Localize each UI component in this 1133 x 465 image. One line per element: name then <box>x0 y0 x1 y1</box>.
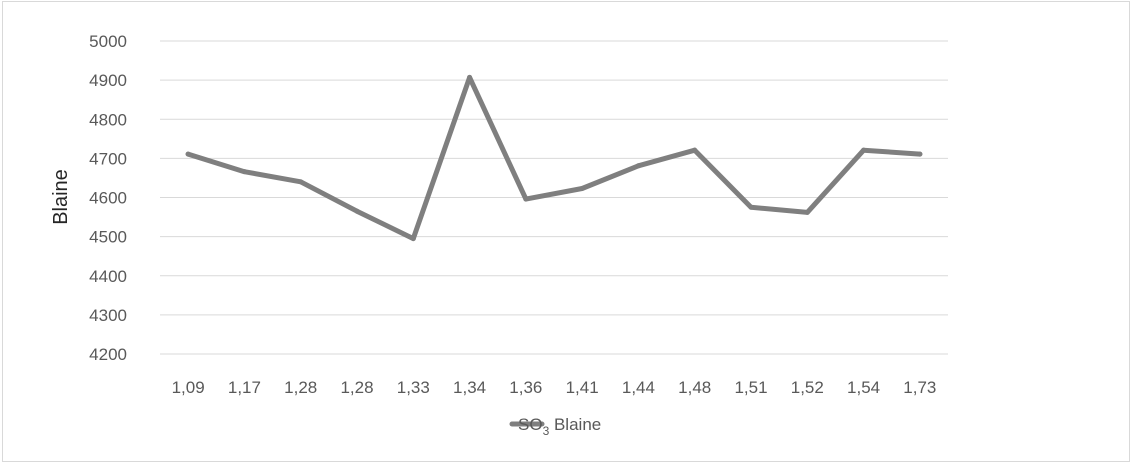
legend-label-suffix: Blaine <box>549 415 601 434</box>
y-tick-label: 4200 <box>89 345 127 364</box>
x-tick-label: 1,54 <box>847 378 880 397</box>
series-line <box>185 74 923 242</box>
y-tick-label: 4500 <box>89 228 127 247</box>
x-axis-ticks: 1,09 1,17 1,28 1,28 1,33 1,34 1,36 1,41 1,44 1,48… <box>172 378 937 397</box>
x-tick-label: 1,33 <box>397 378 430 397</box>
legend-label-prefix: SO <box>518 415 543 434</box>
y-tick-label: 4800 <box>89 110 127 129</box>
legend-label: SO3 Blaine <box>518 415 601 438</box>
x-tick-label: 1,44 <box>622 378 655 397</box>
data-point <box>523 196 529 202</box>
data-point <box>917 151 923 157</box>
legend-label-subscript: 3 <box>543 424 550 438</box>
data-point <box>410 236 416 242</box>
data-point <box>635 163 641 169</box>
y-tick-label: 4900 <box>89 71 127 90</box>
y-tick-label: 4400 <box>89 267 127 286</box>
y-tick-label: 5000 <box>89 32 127 51</box>
data-point <box>861 147 867 153</box>
y-tick-label: 4300 <box>89 306 127 325</box>
data-point <box>298 179 304 185</box>
data-point <box>579 186 585 192</box>
data-point <box>185 151 191 157</box>
data-point <box>804 209 810 215</box>
x-tick-label: 1,09 <box>172 378 205 397</box>
y-tick-label: 4700 <box>89 149 127 168</box>
x-tick-label: 1,48 <box>678 378 711 397</box>
x-tick-label: 1,41 <box>566 378 599 397</box>
data-point <box>354 208 360 214</box>
x-tick-label: 1,34 <box>453 378 486 397</box>
y-axis-label: Blaine <box>50 169 72 225</box>
x-tick-label: 1,36 <box>509 378 542 397</box>
y-tick-label: 4600 <box>89 189 127 208</box>
x-tick-label: 1,17 <box>228 378 261 397</box>
x-tick-label: 1,51 <box>734 378 767 397</box>
data-point <box>692 147 698 153</box>
legend: SO3 Blaine <box>509 415 601 438</box>
data-point <box>241 169 247 175</box>
x-tick-label: 1,28 <box>340 378 373 397</box>
x-tick-label: 1,73 <box>903 378 936 397</box>
data-point <box>467 74 473 80</box>
x-tick-label: 1,28 <box>284 378 317 397</box>
y-axis-ticks: 4200 4300 4400 4500 4600 4700 4800 4900 5000 <box>89 32 127 364</box>
gridlines <box>160 40 948 355</box>
data-point <box>748 204 754 210</box>
series-group <box>185 74 923 242</box>
x-tick-label: 1,52 <box>791 378 824 397</box>
